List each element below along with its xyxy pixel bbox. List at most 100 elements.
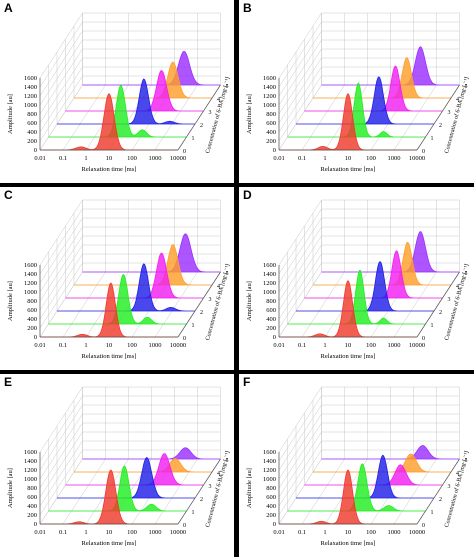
side-grid-line bbox=[278, 262, 322, 329]
y-tick-label: 600 bbox=[27, 307, 37, 314]
side-grid-line bbox=[39, 66, 83, 133]
chart-f: 0.01 0.1 1 10 100 1000 10000020040060080010001… bbox=[246, 386, 470, 547]
floor-grid-line bbox=[393, 271, 437, 338]
y-tick-label: 800 bbox=[27, 298, 37, 305]
y-tick-label: 600 bbox=[27, 120, 37, 127]
series-area-1 bbox=[48, 84, 187, 138]
y-tick-label: 1600 bbox=[263, 449, 276, 456]
y-tick-label: 1600 bbox=[263, 75, 276, 82]
x-tick-label: 100 bbox=[366, 155, 376, 162]
y-tick-label: 0 bbox=[34, 334, 37, 341]
x-tick-label: 0.1 bbox=[298, 342, 306, 349]
side-grid-line bbox=[278, 404, 322, 471]
y-tick-label: 200 bbox=[27, 325, 37, 332]
y-tick-label: 1200 bbox=[263, 93, 276, 100]
panel-label-f: F bbox=[243, 375, 251, 389]
side-grid-line bbox=[278, 199, 322, 266]
z-axis-line bbox=[416, 271, 460, 338]
grid-lines bbox=[278, 12, 460, 151]
floor-grid-line bbox=[62, 84, 106, 151]
side-grid-line bbox=[39, 395, 83, 462]
series-area-1 bbox=[48, 273, 187, 325]
side-grid-line bbox=[278, 39, 322, 106]
z-tick-label: 3 bbox=[448, 484, 451, 490]
y-tick-label: 200 bbox=[266, 512, 276, 519]
y-tick-label: 400 bbox=[266, 316, 276, 323]
side-grid-line bbox=[39, 431, 83, 498]
z-tick-label: 1 bbox=[192, 510, 195, 516]
side-grid-line bbox=[39, 48, 83, 115]
z-tick-label: 2 bbox=[439, 497, 442, 503]
y-tick-label: 1000 bbox=[263, 476, 276, 483]
chart-d: 0.01 0.1 1 10 100 1000 10000020040060080010001… bbox=[246, 199, 470, 360]
y-tick-label: 1600 bbox=[24, 449, 37, 456]
side-grid-line bbox=[278, 386, 322, 453]
z-tick-label: 5 bbox=[465, 271, 468, 277]
series-area-1 bbox=[287, 463, 426, 512]
side-grid-line bbox=[39, 386, 83, 453]
y-tick-label: 1000 bbox=[263, 102, 276, 109]
z-tick-label: 2 bbox=[200, 123, 203, 129]
series-area-3 bbox=[65, 453, 204, 486]
x-tick-label: 0.01 bbox=[34, 529, 45, 536]
x-tick-label: 1 bbox=[323, 155, 326, 162]
y-tick-label: 1400 bbox=[24, 271, 37, 278]
z-tick-label: 0 bbox=[422, 149, 425, 155]
x-tick-label: 100 bbox=[127, 342, 137, 349]
y-tick-label: 600 bbox=[266, 494, 276, 501]
side-grid-line bbox=[278, 57, 322, 124]
x-tick-label: 1 bbox=[84, 529, 87, 536]
series-area-5 bbox=[82, 233, 221, 273]
x-tick-label: 0.01 bbox=[273, 342, 284, 349]
floor-grid-line bbox=[154, 271, 198, 338]
panel-d: 0.01 0.1 1 10 100 1000 10000 0 200 400 600 800 1000 1… bbox=[239, 187, 474, 370]
y-tick-label: 1200 bbox=[24, 467, 37, 474]
z-tick-label: 4 bbox=[456, 471, 459, 477]
z-axis-line bbox=[416, 84, 460, 151]
z-tick-label: 5 bbox=[226, 458, 229, 464]
y-tick-label: 1000 bbox=[263, 289, 276, 296]
side-grid-line bbox=[278, 75, 322, 142]
y-tick-label: 800 bbox=[27, 111, 37, 118]
x-tick-label: 0.1 bbox=[298, 155, 306, 162]
x-tick-label: 0.01 bbox=[34, 155, 45, 162]
x-tick-label: 10 bbox=[345, 529, 352, 536]
x-tick-label: 0.01 bbox=[273, 529, 284, 536]
panel-label-a: A bbox=[4, 1, 13, 15]
side-grid-line bbox=[278, 66, 322, 133]
y-tick-label: 400 bbox=[266, 503, 276, 510]
y-tick-label: 400 bbox=[27, 129, 37, 136]
y-axis-title: Amplitude [au] bbox=[246, 94, 253, 134]
side-grid-line bbox=[278, 217, 322, 284]
y-axis-title: Amplitude [au] bbox=[7, 468, 14, 508]
side-grid-line bbox=[39, 458, 83, 525]
side-grid-line bbox=[278, 395, 322, 462]
x-tick-label: 10 bbox=[106, 529, 113, 536]
z-tick-label: 1 bbox=[192, 136, 195, 142]
side-grid-line bbox=[39, 253, 83, 320]
panel-f: 0.01 0.1 1 10 100 1000 10000 0 200 400 600 800 1000 1… bbox=[239, 374, 474, 557]
y-tick-label: 0 bbox=[34, 521, 37, 528]
y-tick-label: 200 bbox=[266, 138, 276, 145]
x-tick-label: 100 bbox=[366, 342, 376, 349]
x-tick-label: 1000 bbox=[149, 342, 162, 349]
x-axis-title: Relaxation time [ms] bbox=[82, 353, 137, 360]
side-grid-line bbox=[39, 413, 83, 480]
chart-b: 0.01 0.1 1 10 100 1000 10000020040060080010001… bbox=[246, 12, 470, 173]
y-tick-label: 1000 bbox=[24, 476, 37, 483]
z-tick-label: 0 bbox=[422, 336, 425, 342]
side-grid-line bbox=[39, 262, 83, 329]
y-tick-label: 600 bbox=[266, 120, 276, 127]
z-tick-label: 0 bbox=[422, 523, 425, 529]
side-grid-line bbox=[39, 449, 83, 516]
x-axis-title: Relaxation time [ms] bbox=[321, 540, 376, 547]
y-axis-title: Amplitude [au] bbox=[246, 468, 253, 508]
x-tick-label: 10000 bbox=[409, 529, 425, 536]
z-tick-label: 0 bbox=[183, 149, 186, 155]
y-tick-label: 1200 bbox=[263, 280, 276, 287]
side-grid-line bbox=[278, 253, 322, 320]
y-tick-label: 0 bbox=[34, 147, 37, 154]
x-tick-label: 10 bbox=[345, 155, 352, 162]
x-tick-label: 1000 bbox=[149, 529, 162, 536]
side-grid-line bbox=[39, 39, 83, 106]
